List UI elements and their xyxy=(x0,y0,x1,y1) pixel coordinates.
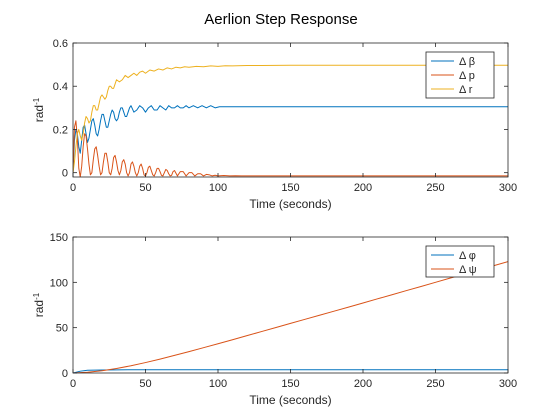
x-tick-label: 300 xyxy=(499,182,517,194)
x-tick-label: 0 xyxy=(70,182,76,194)
top-plot: 0 50 100 150 200 250 300 0 0.2 0.4 0.6 Time (second… xyxy=(32,38,518,211)
y-tick-label: 0 xyxy=(62,168,68,180)
x-tick-label: 200 xyxy=(354,378,372,390)
y-tick-label: 0.2 xyxy=(53,124,68,136)
x-tick-label: 150 xyxy=(281,182,299,194)
series-line-0 xyxy=(73,105,508,173)
x-tick-label: 150 xyxy=(281,378,299,390)
series-line-1 xyxy=(73,120,508,177)
series-group xyxy=(73,64,508,177)
x-tick-label: 250 xyxy=(426,378,444,390)
x-tick-label: 0 xyxy=(70,378,76,390)
y-tick-label: 0.6 xyxy=(53,38,68,50)
y-tick-label: 0 xyxy=(62,368,68,380)
y-axis-label: rad-1 xyxy=(32,292,47,317)
x-tick-label: 50 xyxy=(139,182,151,194)
x-axis-label: Time (seconds) xyxy=(249,197,331,211)
legend-box xyxy=(425,245,495,278)
x-tick-label: 250 xyxy=(426,182,444,194)
legend-entry-1: Δ ψ xyxy=(459,264,477,276)
y-tick-label: 50 xyxy=(56,323,68,335)
series-line-2 xyxy=(73,64,508,173)
x-tick-label: 50 xyxy=(139,378,151,390)
legend-entry-1: Δ p xyxy=(459,70,475,82)
x-tick-label: 100 xyxy=(209,182,227,194)
legend-entry-0: Δ β xyxy=(459,56,475,68)
bottom-plot: 0 50 100 150 200 250 300 0 50 100 150 Time (seconds… xyxy=(32,232,518,407)
y-tick-label: 100 xyxy=(50,277,68,289)
legend: Δ β Δ p Δ r xyxy=(425,51,495,99)
x-axis-label: Time (seconds) xyxy=(249,393,331,407)
y-tick-label: 0.4 xyxy=(53,81,68,93)
x-tick-label: 300 xyxy=(499,378,517,390)
legend-entry-0: Δ φ xyxy=(459,250,476,262)
legend-entry-2: Δ r xyxy=(459,84,473,96)
series-line-1 xyxy=(73,261,508,373)
legend: Δ φ Δ ψ xyxy=(425,245,495,278)
figure-title: Aerlion Step Response xyxy=(204,11,357,28)
y-tick-label: 150 xyxy=(50,232,68,244)
y-axis-label: rad-1 xyxy=(32,97,47,122)
x-tick-label: 200 xyxy=(354,182,372,194)
x-tick-label: 100 xyxy=(209,378,227,390)
